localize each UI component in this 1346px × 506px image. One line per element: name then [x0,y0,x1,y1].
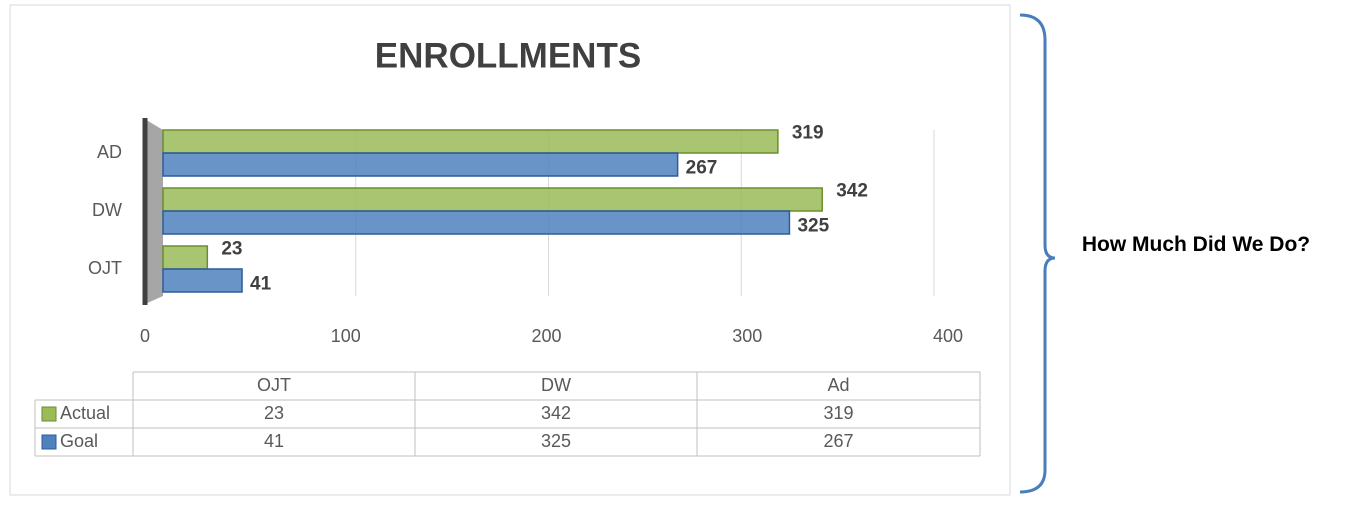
table-header: Ad [827,375,849,395]
wall [143,118,163,305]
bar [162,129,779,154]
x-tick-label: 200 [531,326,561,346]
legend-label: Actual [60,403,110,423]
side-note: How Much Did We Do? [1081,233,1311,256]
y-tick-label: AD [97,142,122,162]
table-header: DW [541,375,571,395]
x-tick-label: 0 [140,326,150,346]
x-tick-label: 100 [331,326,361,346]
bar [162,268,243,293]
x-tick-label: 400 [933,326,963,346]
legend-swatch [41,434,57,450]
table-cell: 267 [823,431,853,451]
bar [162,152,679,177]
data-label: 325 [797,216,829,237]
data-label: 319 [792,123,824,144]
bar [162,210,791,235]
legend-label: Goal [60,431,98,451]
data-label: 267 [686,158,718,179]
data-label: 41 [250,274,272,295]
data-label: 23 [221,239,242,260]
table-cell: 325 [541,431,571,451]
table-cell: 23 [264,403,284,423]
data-label: 342 [836,181,868,202]
chart-title: ENROLLMENTS [375,36,641,75]
bar [162,187,823,212]
table-cell: 41 [264,431,284,451]
x-tick-label: 300 [732,326,762,346]
table-cell: 319 [823,403,853,423]
y-tick-label: OJT [88,258,122,278]
bar [162,245,209,270]
legend-swatch [41,406,57,422]
table-cell: 342 [541,403,571,423]
table-header: OJT [257,375,291,395]
bracket [1019,13,1056,494]
y-tick-label: DW [92,200,122,220]
